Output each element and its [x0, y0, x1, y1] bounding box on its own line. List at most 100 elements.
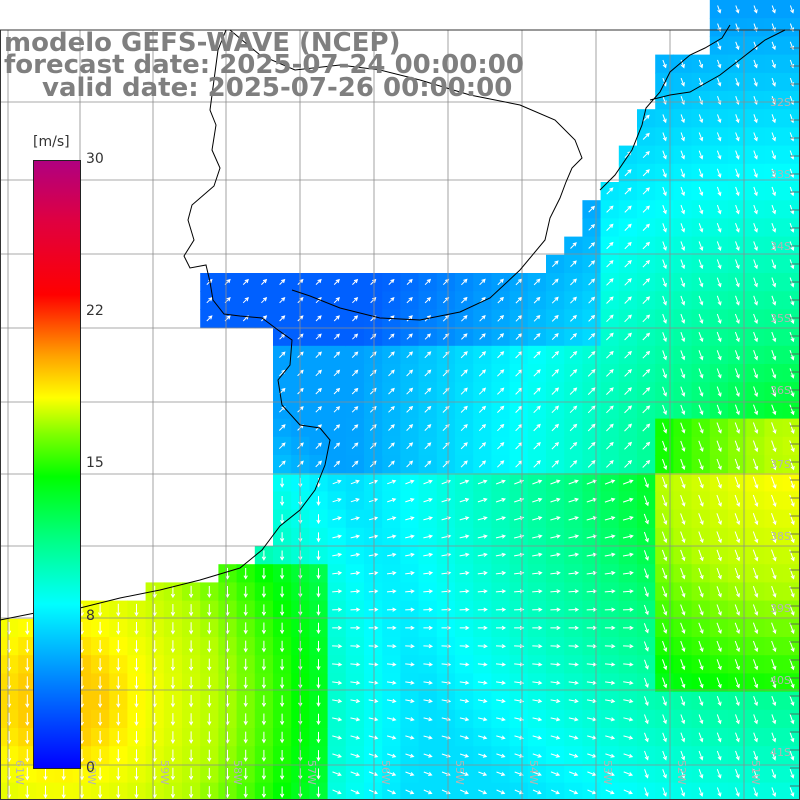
wind-vector — [495, 534, 507, 539]
wind-vector — [753, 150, 758, 160]
wind-vector — [789, 458, 795, 471]
wind-vector — [642, 132, 650, 140]
wind-vector — [771, 5, 776, 14]
wind-vector — [478, 735, 488, 740]
wind-vector — [662, 440, 668, 452]
wind-vector — [624, 278, 632, 286]
wind-vector — [97, 694, 103, 708]
wind-vector — [261, 731, 267, 744]
wind-vector — [532, 607, 543, 612]
wind-vector — [406, 405, 414, 413]
wind-vector — [698, 259, 704, 270]
wind-vector — [716, 787, 722, 797]
wind-vector — [735, 168, 740, 178]
wind-vector — [116, 785, 121, 799]
wind-vector — [753, 5, 758, 14]
wind-vector — [662, 368, 667, 379]
wind-vector — [315, 442, 322, 449]
wind-vector — [315, 460, 323, 468]
wind-vector — [643, 568, 649, 579]
wind-vector — [680, 204, 685, 215]
wind-vector — [188, 749, 194, 763]
colorbar-tick: 8 — [86, 608, 95, 624]
wind-vector — [716, 404, 722, 416]
wind-vector — [568, 479, 579, 485]
wind-vector — [460, 387, 468, 395]
wind-vector — [386, 534, 397, 539]
wind-vector — [624, 332, 632, 341]
wind-vector — [698, 440, 704, 452]
wind-vector — [478, 789, 488, 795]
wind-vector — [550, 570, 561, 576]
wind-vector — [624, 241, 632, 250]
wind-vector — [680, 604, 686, 616]
wind-vector — [116, 640, 121, 654]
wind-vector — [243, 713, 248, 726]
wind-vector — [423, 680, 433, 685]
wind-vector — [424, 405, 432, 413]
longitude-label: 58W — [231, 760, 244, 785]
wind-vector — [424, 424, 432, 431]
wind-vector — [662, 332, 667, 343]
wind-vector — [771, 114, 776, 124]
wind-vector — [643, 513, 649, 525]
wind-vector — [604, 625, 616, 631]
wind-vector — [716, 640, 722, 653]
wind-vector — [698, 368, 704, 379]
wind-vector — [386, 589, 397, 594]
latitude-label: 32S — [770, 96, 791, 109]
wind-vector — [477, 552, 488, 557]
wind-vector — [716, 150, 722, 160]
wind-vector — [116, 712, 121, 727]
wind-vector — [316, 622, 321, 635]
wind-vector — [278, 424, 286, 431]
wind-vector — [497, 278, 504, 286]
wind-vector — [735, 696, 740, 707]
wind-vector — [152, 658, 157, 672]
wind-vector — [134, 658, 139, 672]
wind-vector — [698, 531, 704, 544]
wind-vector — [753, 404, 759, 416]
wind-vector — [771, 331, 777, 343]
wind-vector — [716, 313, 722, 324]
wind-vector — [698, 769, 704, 779]
wind-vector — [279, 713, 285, 726]
wind-vector — [350, 498, 360, 503]
wind-vector — [459, 497, 470, 503]
wind-vector — [495, 644, 507, 649]
wind-vector — [587, 387, 596, 395]
wind-vector — [604, 516, 616, 521]
colorbar-tick: 15 — [86, 455, 104, 471]
wind-vector — [569, 405, 578, 414]
wind-vector — [351, 424, 359, 431]
wind-vector — [332, 607, 343, 612]
wind-vector — [368, 735, 379, 740]
wind-vector — [789, 386, 795, 398]
wind-vector — [624, 259, 632, 268]
wind-vector — [387, 552, 397, 557]
wind-vector — [243, 586, 248, 598]
wind-vector — [170, 658, 176, 672]
wind-vector — [716, 440, 722, 453]
wind-vector — [642, 169, 650, 177]
wind-vector — [680, 622, 686, 634]
wind-vector — [604, 497, 616, 503]
wind-vector — [477, 680, 488, 685]
wind-vector — [459, 680, 470, 685]
wind-vector — [716, 513, 722, 526]
wind-vector — [43, 767, 48, 781]
wind-vector — [533, 296, 541, 304]
title-model: modelo GEFS-WAVE (NCEP) — [4, 28, 401, 58]
wind-vector — [333, 369, 341, 377]
longitude-label: 54W — [527, 760, 540, 785]
wind-vector — [587, 423, 596, 432]
wind-vector — [771, 750, 777, 761]
wind-vector — [497, 387, 505, 395]
wind-vector — [680, 476, 686, 489]
wind-vector — [351, 369, 359, 377]
wind-vector — [97, 676, 103, 690]
wind-vector — [698, 168, 704, 178]
wind-vector — [753, 732, 758, 743]
wind-vector — [624, 187, 632, 195]
wind-vector — [405, 680, 415, 685]
